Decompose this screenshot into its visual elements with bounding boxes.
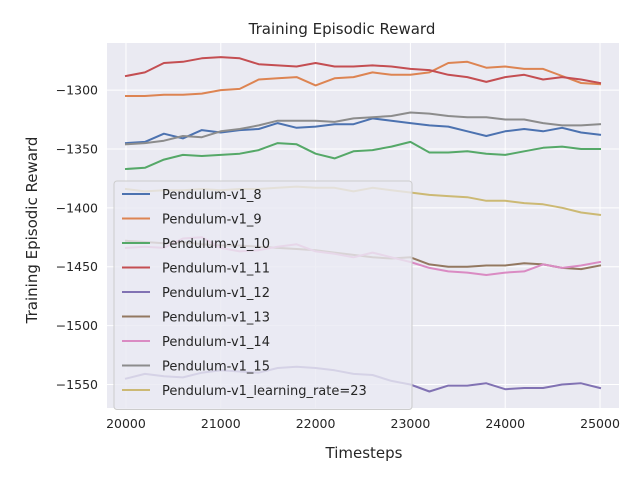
y-axis-ticks: −1550 −1500 −1450 −1400 −1350 −1300 [56,83,98,392]
series-line-2 [125,60,602,97]
series-line-1 [124,117,602,145]
legend-label: Pendulum-v1_12 [162,286,270,301]
x-tick-label: 20000 [106,416,146,431]
y-tick-label: −1550 [56,377,98,392]
x-tick-label: 24000 [485,416,525,431]
legend-label: Pendulum-v1_15 [162,360,270,375]
legend-label: Pendulum-v1_11 [162,262,270,277]
y-tick-label: −1450 [56,259,98,274]
y-tick-label: −1400 [56,200,98,215]
x-tick-label: 22000 [296,416,336,431]
legend-label: Pendulum-v1_learning_rate=23 [162,384,367,399]
legend-label: Pendulum-v1_14 [162,335,270,350]
legend: Pendulum-v1_8 Pendulum-v1_9 Pendulum-v1_10… [113,180,413,410]
legend-box [113,180,413,410]
x-axis-ticks: 20000 21000 22000 23000 24000 25000 [106,416,620,431]
y-axis-label: Training Episodic Reward [23,137,41,325]
legend-label: Pendulum-v1_10 [162,237,270,252]
x-tick-label: 21000 [201,416,241,431]
x-tick-label: 23000 [391,416,431,431]
legend-label: Pendulum-v1_8 [162,188,262,203]
legend-label: Pendulum-v1_9 [162,213,262,228]
x-tick-label: 25000 [580,416,620,431]
series-line-4 [124,56,602,85]
y-tick-label: −1500 [56,318,98,333]
series-line-8 [124,111,602,146]
chart-title: Training Episodic Reward [248,20,436,38]
x-axis-label: Timesteps [325,444,403,462]
y-tick-label: −1350 [56,141,98,156]
y-tick-label: −1300 [56,83,98,98]
series-line-3 [124,140,601,171]
legend-label: Pendulum-v1_13 [162,311,270,326]
